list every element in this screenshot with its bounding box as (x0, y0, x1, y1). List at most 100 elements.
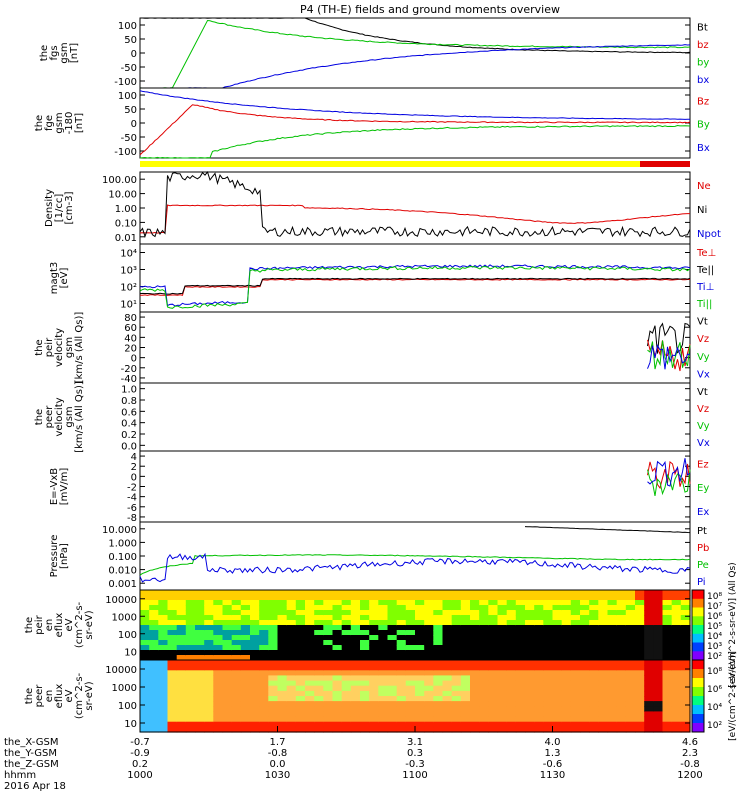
heatmap-cell (442, 650, 453, 656)
heatmap-cell (185, 630, 196, 636)
heatmap-cell (415, 645, 425, 651)
heatmap-cell (653, 726, 664, 733)
heatmap-cell (644, 660, 654, 666)
heatmap-cell (644, 605, 654, 611)
heatmap-cell (360, 610, 370, 616)
heatmap-cell (460, 675, 471, 682)
heatmap-cell (653, 590, 664, 596)
heatmap-cell (497, 701, 508, 707)
heatmap-cell (552, 690, 563, 697)
heatmap-cell (662, 690, 673, 697)
heatmap-cell (167, 685, 178, 692)
heatmap-cell (396, 655, 407, 661)
heatmap-cell (387, 600, 398, 606)
series-line-By (139, 124, 691, 159)
heatmap-cell (149, 675, 159, 682)
heatmap-cell (268, 711, 279, 718)
heatmap-cell (460, 610, 471, 616)
heatmap-cell (635, 615, 645, 621)
heatmap-cell (662, 711, 673, 718)
heatmap-cell (561, 590, 572, 596)
heatmap-cell (616, 701, 627, 707)
colorbar-label: [eV/(cm^2-s-sr-eV)] (All Qs) (728, 562, 738, 687)
heatmap-cell (387, 630, 398, 636)
heatmap-cell (185, 600, 196, 606)
heatmap-cell (360, 640, 370, 646)
heatmap-cell (497, 600, 508, 606)
heatmap-cell (525, 635, 535, 641)
heatmap-cell (488, 620, 499, 626)
heatmap-cell (635, 726, 645, 733)
heatmap-cell (158, 685, 169, 692)
heatmap-cell (506, 600, 517, 606)
heatmap-cell (231, 625, 242, 631)
heatmap-cell (415, 590, 425, 596)
heatmap-cell (671, 675, 682, 682)
heatmap-cell (350, 650, 361, 656)
heatmap-cell (488, 701, 499, 707)
heatmap-cell (479, 675, 489, 682)
heatmap-cell (625, 685, 636, 692)
heatmap-cell (644, 726, 654, 733)
heatmap-cell (671, 610, 682, 616)
heatmap-cell (295, 670, 306, 676)
y-tick-label: 100 (118, 701, 137, 712)
heatmap-cell (259, 655, 269, 661)
heatmap-cell (415, 640, 425, 646)
heatmap-cell (360, 655, 370, 661)
heatmap-cell (561, 650, 572, 656)
heatmap-cell (525, 675, 535, 682)
y-axis-label: peer (44, 405, 55, 429)
heatmap-cell (552, 610, 563, 616)
heatmap-cell (460, 685, 471, 692)
heatmap-cell (635, 721, 645, 728)
heatmap-cell (635, 701, 645, 707)
heatmap-cell (387, 680, 398, 687)
heatmap-cell (250, 670, 260, 676)
heatmap-cell (415, 701, 425, 707)
heatmap-cell (268, 670, 279, 676)
heatmap-cell (185, 670, 196, 676)
heatmap-cell (195, 701, 205, 707)
heatmap-cell (525, 640, 535, 646)
heatmap-cell (149, 615, 159, 621)
heatmap-cell (295, 595, 306, 601)
heatmap-cell (433, 675, 444, 682)
heatmap-cell (497, 716, 508, 723)
heatmap-cell (286, 605, 297, 611)
heatmap-cell (405, 655, 416, 661)
heatmap-cell (240, 706, 251, 712)
heatmap-cell (598, 655, 609, 661)
heatmap-cell (479, 600, 489, 606)
heatmap-cell (479, 640, 489, 646)
heatmap-cell (488, 625, 499, 631)
heatmap-cell (680, 711, 691, 718)
heatmap-cell (644, 595, 654, 601)
heatmap-cell (598, 650, 609, 656)
heatmap-cell (378, 675, 389, 682)
heatmap-cell (277, 620, 288, 626)
heatmap-cell (176, 655, 187, 661)
heatmap-cell (625, 716, 636, 723)
heatmap-cell (369, 615, 379, 621)
heatmap-cell (580, 690, 590, 697)
heatmap-cell (607, 716, 618, 723)
heatmap-cell (259, 690, 269, 697)
heatmap-cell (250, 615, 260, 621)
heatmap-cell (433, 696, 444, 702)
heatmap-cell (470, 701, 480, 707)
heatmap-cell (305, 625, 315, 631)
heatmap-cell (635, 706, 645, 712)
heatmap-cell (314, 600, 324, 606)
heatmap-cell (378, 610, 389, 616)
heatmap-cell (424, 716, 434, 723)
y-tick-label: 10² (120, 283, 137, 294)
heatmap-cell (515, 600, 526, 606)
heatmap-cell (149, 630, 159, 636)
heatmap-cell (295, 640, 306, 646)
colorbar-tick-label: 10⁶ (707, 612, 722, 622)
heatmap-cell (240, 726, 251, 733)
heatmap-cell (213, 701, 224, 707)
y-tick-label: 10 (124, 719, 137, 730)
heatmap-cell (350, 625, 361, 631)
